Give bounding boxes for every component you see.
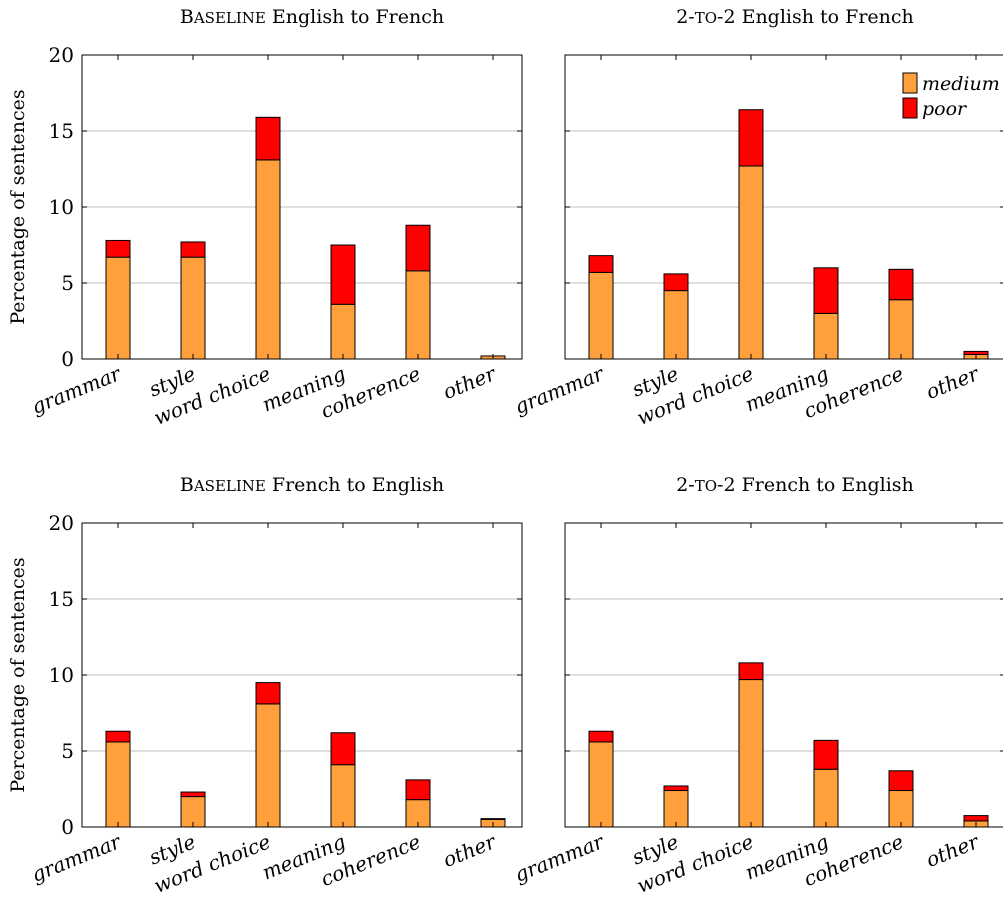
x-tick-label: other xyxy=(439,829,500,872)
x-tick-label: other xyxy=(922,361,983,404)
y-tick-label: 20 xyxy=(49,43,74,67)
bar-segment-poor xyxy=(255,682,281,705)
bar-segment-medium xyxy=(588,741,614,828)
y-axis-label: Percentage of sentences xyxy=(7,557,29,792)
chart-title: BASELINE French to English xyxy=(180,474,444,496)
x-tick-label: other xyxy=(439,361,500,404)
bar-segment-poor xyxy=(813,267,839,314)
legend-swatch-poor xyxy=(902,97,918,119)
bar-segment-poor xyxy=(663,273,689,292)
bar-segment-medium xyxy=(180,796,206,828)
legend-label: medium xyxy=(922,73,1000,95)
bar-segment-poor xyxy=(588,730,614,743)
bar-segment-medium xyxy=(738,679,764,828)
x-tick-label: grammar xyxy=(28,829,125,887)
x-tick-label: grammar xyxy=(511,829,608,887)
y-tick-label: 15 xyxy=(49,119,74,143)
bar-segment-poor xyxy=(405,779,431,801)
bar-segment-poor xyxy=(480,818,506,820)
chart-panel: BASELINE English to French 0 5 10 15 20 Percen… xyxy=(7,6,523,430)
x-tick-label: grammar xyxy=(511,361,608,419)
chart-panel: BASELINE French to English 0 5 10 15 20 Percen… xyxy=(7,474,523,898)
bar-segment-medium xyxy=(405,270,431,360)
chart-title-rest: English to French xyxy=(266,6,444,28)
bar-segment-poor xyxy=(330,244,356,305)
bar-segment-poor xyxy=(180,241,206,258)
x-tick-label: other xyxy=(922,829,983,872)
bar-segment-medium xyxy=(405,799,431,828)
bar-segment-poor xyxy=(180,791,206,798)
y-tick-label: 5 xyxy=(61,271,74,295)
chart-title-small-caps: ASELINE xyxy=(193,477,266,495)
y-axis-label: Percentage of sentences xyxy=(7,89,29,324)
chart-title-rest: -2 French to English xyxy=(717,474,914,496)
bar-segment-poor xyxy=(963,350,989,355)
y-tick-label: 0 xyxy=(61,347,74,371)
y-tick-label: 5 xyxy=(61,739,74,763)
bar-segment-poor xyxy=(105,730,131,743)
bar-segment-medium xyxy=(813,768,839,828)
plot-frame xyxy=(564,522,1003,828)
y-tick-label: 15 xyxy=(49,587,74,611)
bar-segment-poor xyxy=(963,815,989,822)
bar-segment-poor xyxy=(888,770,914,792)
bar-segment-medium xyxy=(888,299,914,360)
y-tick-label: 20 xyxy=(49,511,74,535)
bar-segment-poor xyxy=(255,116,281,161)
bar-segment-medium xyxy=(330,764,356,828)
chart-title-small-caps: ASELINE xyxy=(193,9,266,27)
bar-segment-poor xyxy=(738,109,764,167)
chart-title-small-caps: TO xyxy=(695,477,717,495)
chart-title: 2-TO-2 French to English xyxy=(676,474,914,496)
bar-segment-medium xyxy=(588,271,614,360)
bar-segment-medium xyxy=(180,256,206,360)
bar-segment-medium xyxy=(813,312,839,360)
plot-frame xyxy=(81,54,523,360)
y-tick-label: 0 xyxy=(61,815,74,839)
bar-segment-medium xyxy=(255,703,281,828)
bar-segment-medium xyxy=(738,165,764,360)
y-tick-label: 10 xyxy=(49,195,74,219)
legend-swatch-medium xyxy=(902,72,918,94)
chart-title-small-caps: TO xyxy=(695,9,717,27)
bar-segment-poor xyxy=(663,785,689,792)
x-tick-label: grammar xyxy=(28,361,125,419)
bar-segment-poor xyxy=(738,662,764,681)
plot-frame xyxy=(564,54,1003,360)
bar-segment-medium xyxy=(330,303,356,360)
chart-title-lead: 2- xyxy=(676,474,695,496)
bar-segment-medium xyxy=(105,741,131,828)
chart-title: 2-TO-2 English to French xyxy=(676,6,914,28)
chart-title-lead: 2- xyxy=(676,6,695,28)
bar-segment-medium xyxy=(663,290,689,360)
chart-title-rest: French to English xyxy=(266,474,444,496)
bar-segment-poor xyxy=(813,739,839,770)
bar-segment-poor xyxy=(405,224,431,272)
bar-segment-poor xyxy=(588,255,614,273)
chart-title-lead: B xyxy=(180,6,194,28)
bar-segment-medium xyxy=(663,790,689,828)
bar-segment-medium xyxy=(255,159,281,360)
chart-title-lead: B xyxy=(180,474,194,496)
bar-segment-medium xyxy=(105,256,131,360)
legend-label: poor xyxy=(922,98,968,120)
y-tick-label: 10 xyxy=(49,663,74,687)
plot-frame xyxy=(81,522,523,828)
chart-title: BASELINE English to French xyxy=(180,6,444,28)
bar-segment-poor xyxy=(330,732,356,766)
bar-segment-poor xyxy=(105,239,131,258)
bar-segment-poor xyxy=(888,268,914,301)
bar-segment-medium xyxy=(888,790,914,828)
legend: medium poor xyxy=(902,72,1000,120)
chart-title-rest: -2 English to French xyxy=(717,6,914,28)
